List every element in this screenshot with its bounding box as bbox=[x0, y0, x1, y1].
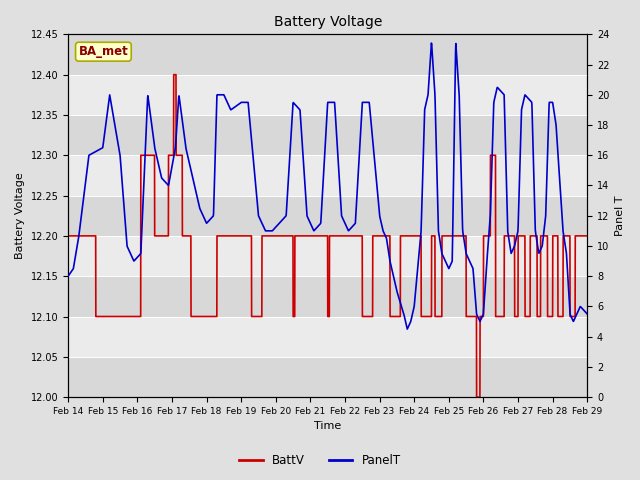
Bar bbox=[68, 236, 588, 276]
X-axis label: Time: Time bbox=[314, 421, 341, 432]
Y-axis label: Panel T: Panel T bbox=[615, 195, 625, 236]
Title: Battery Voltage: Battery Voltage bbox=[273, 15, 382, 29]
Bar bbox=[68, 276, 588, 316]
Bar bbox=[68, 155, 588, 195]
Y-axis label: Battery Voltage: Battery Voltage bbox=[15, 172, 25, 259]
Bar bbox=[68, 115, 588, 155]
Bar bbox=[68, 75, 588, 115]
Legend: BattV, PanelT: BattV, PanelT bbox=[234, 449, 406, 472]
Bar bbox=[68, 357, 588, 397]
Bar bbox=[68, 316, 588, 357]
Bar bbox=[68, 35, 588, 75]
Text: BA_met: BA_met bbox=[79, 45, 128, 58]
Bar bbox=[68, 195, 588, 236]
